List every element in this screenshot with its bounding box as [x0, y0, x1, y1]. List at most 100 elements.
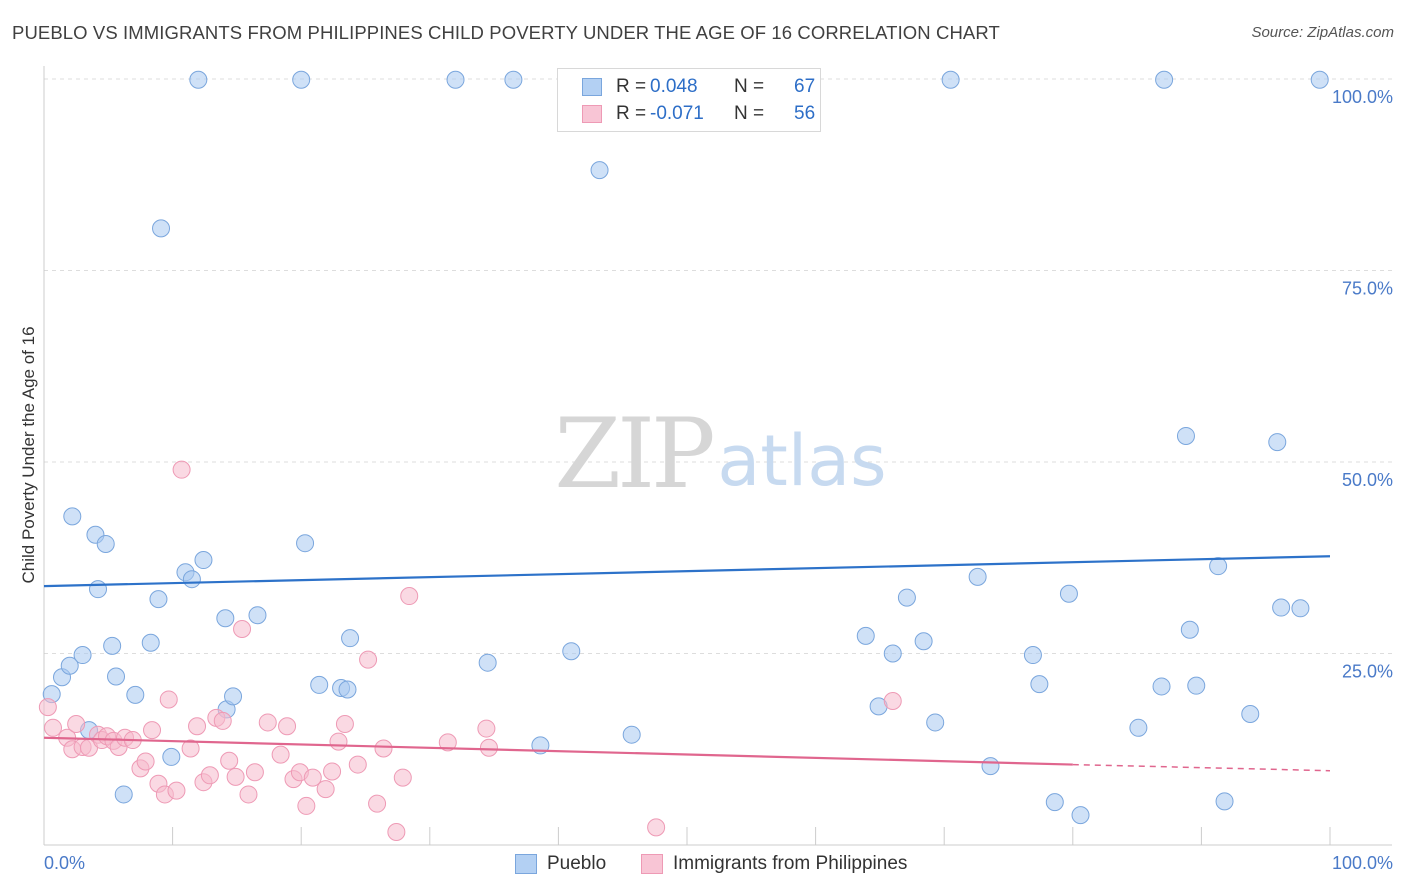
gridlines [44, 78, 1392, 654]
philippines-point [213, 711, 232, 730]
philippines-point [143, 721, 162, 740]
pueblo-point [883, 644, 902, 663]
pueblo-point [446, 70, 465, 89]
pueblo-point [1071, 806, 1090, 825]
pueblo-point [1155, 70, 1174, 89]
pueblo-point [941, 70, 960, 89]
pueblo-point [248, 606, 267, 625]
legend-label-pueblo: Pueblo [547, 853, 607, 874]
philippines-point [245, 763, 264, 782]
pueblo-point [194, 551, 213, 570]
philippines-point [44, 718, 63, 737]
pueblo-point [1176, 426, 1195, 445]
y-axis-label: Child Poverty Under the Age of 16 [19, 326, 38, 583]
philippines-point [181, 739, 200, 758]
legend-swatch-philippines [641, 854, 663, 874]
philippines-point [400, 587, 419, 606]
pueblo-point [341, 629, 360, 648]
pueblo-point [296, 534, 315, 553]
pueblo-point [968, 567, 987, 586]
series-pueblo-points [42, 70, 1329, 825]
philippines-point [159, 690, 178, 709]
watermark-atlas: atlas [717, 420, 886, 502]
pueblo-point [1209, 557, 1228, 576]
philippines-point [172, 460, 191, 479]
pueblo-point [114, 785, 133, 804]
pueblo-point [189, 70, 208, 89]
pueblo-point [216, 609, 235, 628]
philippines-point [297, 796, 316, 815]
philippines-point [188, 717, 207, 736]
legend-r-value: -0.071 [650, 103, 704, 124]
philippines-point [647, 818, 666, 837]
pueblo-point [1152, 677, 1171, 696]
pueblo-point [1023, 646, 1042, 665]
pueblo-point [338, 680, 357, 699]
legend-r-label: R = [616, 76, 647, 97]
pueblo-point [60, 656, 79, 675]
pueblo-point [152, 219, 171, 238]
philippines-point [348, 755, 367, 774]
pueblo-point [1215, 792, 1234, 811]
philippines-point [226, 767, 245, 786]
legend-r-label: R = [616, 103, 647, 124]
pueblo-point [914, 632, 933, 651]
philippines-point [477, 719, 496, 738]
pueblo-point [63, 507, 82, 526]
pueblo-point [1030, 675, 1049, 694]
pueblo-point [1129, 718, 1148, 737]
chart-title: PUEBLO VS IMMIGRANTS FROM PHILIPPINES CH… [12, 22, 1000, 43]
philippines-point [233, 619, 252, 638]
legend-r-value: 0.048 [650, 76, 698, 97]
philippines-point [278, 717, 297, 736]
philippines-point [220, 751, 239, 770]
pueblo-point [1059, 584, 1078, 603]
y-tick-label-75: 75.0% [1342, 279, 1393, 299]
philippines-point [329, 732, 348, 751]
pueblo-point [1241, 705, 1260, 724]
pueblo-point [149, 590, 168, 609]
legend-label-philippines: Immigrants from Philippines [673, 853, 908, 874]
pueblo-point [622, 725, 641, 744]
pueblo-point [562, 642, 581, 661]
pueblo-point [89, 580, 108, 599]
watermark-zip: ZIP [554, 398, 713, 510]
pueblo-point [182, 570, 201, 589]
philippines-point [479, 738, 498, 757]
pueblo-point [1045, 793, 1064, 812]
pueblo-point [504, 70, 523, 89]
chart-source: Source: ZipAtlas.com [1251, 24, 1394, 41]
philippines-point [136, 752, 155, 771]
philippines-point [303, 768, 322, 787]
pueblo-point [981, 757, 1000, 776]
philippines-point [38, 698, 57, 717]
legend-swatch-pueblo [515, 854, 537, 874]
philippines-point [335, 714, 354, 733]
legend-n-value: 56 [794, 103, 816, 124]
pueblo-point [126, 685, 145, 704]
philippines-trend-line-extension [1072, 763, 1331, 772]
philippines-point [883, 691, 902, 710]
pueblo-trend-line [43, 555, 1331, 588]
y-tick-label-50: 50.0% [1342, 470, 1393, 490]
philippines-point [438, 733, 457, 752]
philippines-point [271, 745, 290, 764]
philippines-point [67, 714, 86, 733]
legend-swatch-philippines [582, 105, 602, 123]
pueblo-point [162, 747, 181, 766]
series-philippines-points [38, 460, 902, 841]
x-tick-label-min: 0.0% [44, 853, 85, 873]
x-tick-label-max: 100.0% [1332, 853, 1393, 873]
legend-swatch-pueblo [582, 78, 602, 96]
pueblo-point [897, 588, 916, 607]
pueblo-point [926, 713, 945, 732]
philippines-point [323, 762, 342, 781]
pueblo-point [1268, 433, 1287, 452]
pueblo-point [103, 636, 122, 655]
x-ticks [43, 827, 1331, 845]
y-tick-labels: 25.0% 50.0% 75.0% 100.0% [1332, 87, 1393, 682]
pueblo-point [292, 70, 311, 89]
pueblo-point [590, 161, 609, 180]
philippines-point [200, 766, 219, 785]
legend-n-label: N = [734, 103, 765, 124]
